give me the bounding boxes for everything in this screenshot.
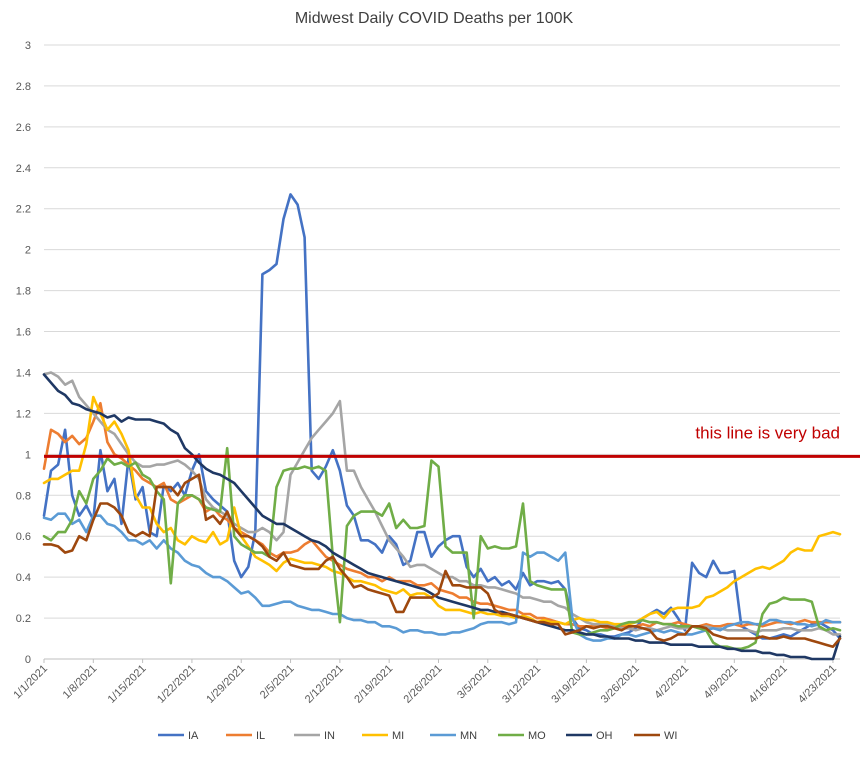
series-line-wi	[42, 473, 842, 648]
series-line-mo	[42, 446, 842, 651]
y-tick-label: 2	[25, 245, 31, 257]
legend-label: MN	[460, 730, 477, 742]
y-axis: 0 0.2 0.4 0.6 0.8 1 1.2 1.4 1.6 1.8 2 2.2 2.4 2.6 2.8 3	[16, 40, 31, 666]
y-tick-label: 0.4	[16, 572, 31, 584]
y-tick-label: 1.4	[16, 367, 31, 379]
series-line-ia	[42, 193, 842, 640]
legend-label: IN	[324, 730, 335, 742]
y-tick-label: 3	[25, 40, 31, 52]
series-lines	[42, 193, 842, 661]
y-tick-label: 0	[25, 654, 31, 666]
y-tick-label: 2.2	[16, 204, 31, 216]
y-tick-label: 2.6	[16, 122, 31, 134]
chart-title: Midwest Daily COVID Deaths per 100K	[295, 10, 574, 27]
series-line-in	[42, 371, 842, 636]
legend-label: IA	[188, 730, 199, 742]
y-tick-label: 1	[25, 449, 31, 461]
y-tick-label: 1.6	[16, 327, 31, 339]
y-tick-label: 0.6	[16, 531, 31, 543]
series-line-il	[42, 401, 842, 630]
y-tick-label: 2.4	[16, 163, 31, 175]
legend-label: MO	[528, 730, 546, 742]
legend-label: IL	[256, 730, 265, 742]
threshold-annotation: this line is very bad	[695, 423, 840, 442]
y-tick-label: 2.8	[16, 81, 31, 93]
legend-label: OH	[596, 730, 613, 742]
y-tick-label: 0.8	[16, 490, 31, 502]
series-line-mi	[42, 395, 842, 626]
legend: IA IL IN MI MN MO OH WI	[158, 730, 677, 742]
legend-label: MI	[392, 730, 404, 742]
series-line-oh	[42, 373, 842, 661]
y-tick-label: 0.2	[16, 613, 31, 625]
y-tick-label: 1.2	[16, 408, 31, 420]
legend-label: WI	[664, 730, 677, 742]
y-tick-label: 1.8	[16, 286, 31, 298]
